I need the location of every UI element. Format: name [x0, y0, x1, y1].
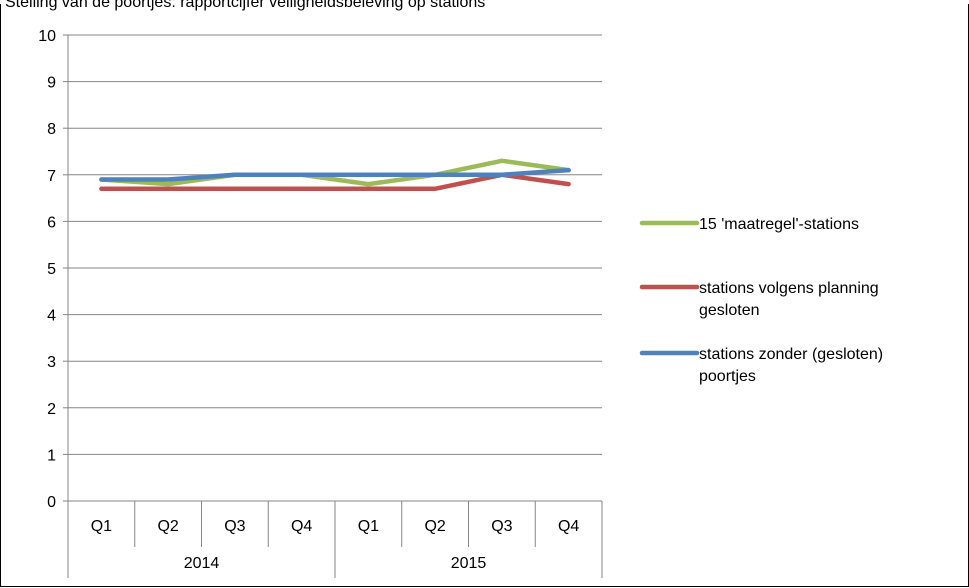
series-line-1 — [99, 158, 571, 187]
y-tick-label: 1 — [47, 447, 56, 464]
chart-title: Stelling van de poortjes: rapportcijfer … — [5, 0, 486, 11]
x-group-label: 2015 — [451, 555, 487, 572]
x-tick-label: Q4 — [291, 518, 312, 535]
series-line-2 — [99, 172, 571, 192]
series-line-3 — [99, 167, 571, 182]
y-tick-label: 8 — [47, 121, 56, 138]
y-tick-label: 0 — [47, 494, 56, 511]
y-tick-label: 6 — [47, 214, 56, 231]
x-tick-label: Q2 — [157, 518, 178, 535]
x-tick-label: Q3 — [491, 518, 512, 535]
y-tick-label: 4 — [47, 308, 56, 325]
x-tick-label: Q1 — [91, 518, 112, 535]
x-tick-label: Q2 — [424, 518, 445, 535]
gridlines — [68, 34, 602, 502]
x-tick-label: Q1 — [358, 518, 379, 535]
x-tick-label: Q4 — [558, 518, 579, 535]
y-tick-label: 7 — [47, 168, 56, 185]
x-tick-label: Q3 — [224, 518, 245, 535]
y-tick-label: 9 — [47, 75, 56, 92]
y-tick-label: 5 — [47, 261, 56, 278]
x-group-label: 2014 — [184, 555, 220, 572]
y-tick-label: 10 — [38, 28, 56, 45]
legend-label-3: stations zonder (gesloten) poortjes — [699, 346, 883, 385]
y-axis: 0 1 2 3 4 5 6 7 8 9 10 — [38, 28, 69, 511]
legend-label-2: stations volgens planning gesloten — [699, 280, 879, 319]
legend-label-1: 15 'maatregel'-stations — [699, 216, 859, 233]
series-lines — [99, 158, 571, 192]
legend: 15 'maatregel'-stations stations volgens … — [639, 216, 883, 385]
y-tick-label: 3 — [47, 354, 56, 371]
x-axis: Q1 Q2 Q3 Q4 Q1 Q2 Q3 Q4 2014 2015 — [67, 501, 603, 578]
y-tick-label: 2 — [47, 401, 56, 418]
